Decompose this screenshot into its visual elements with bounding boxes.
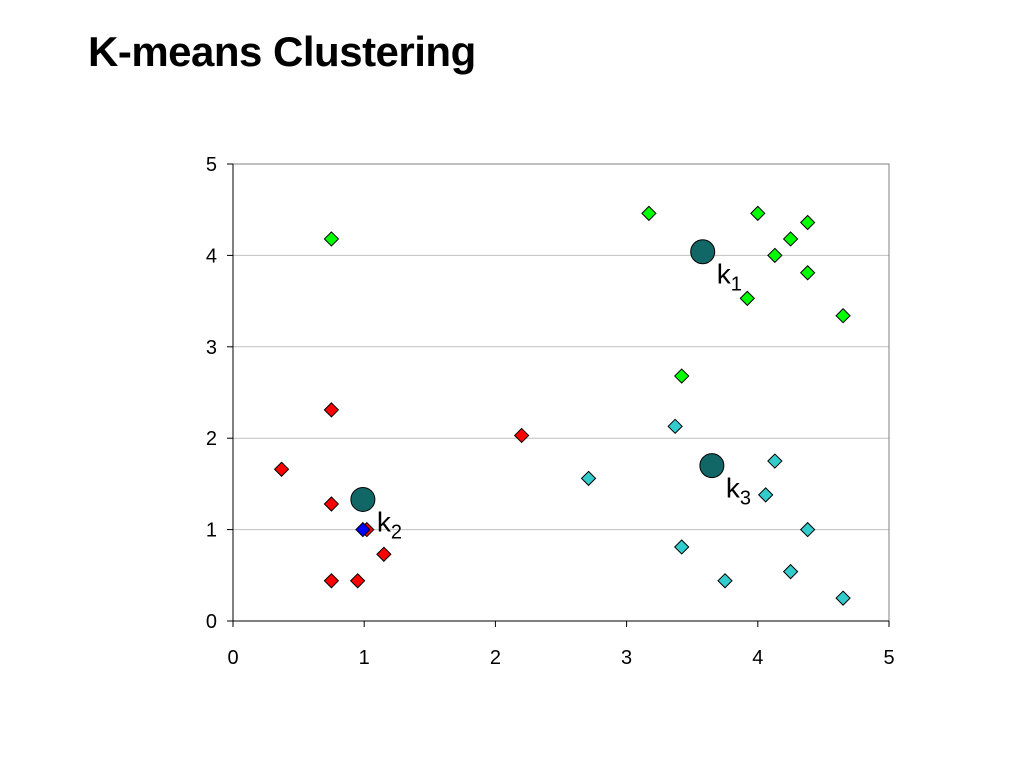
x-tick-label: 0: [227, 647, 238, 669]
centroid-label: k2: [377, 506, 402, 543]
data-point: [513, 427, 530, 444]
x-tick-label: 4: [752, 647, 763, 669]
data-point: [349, 573, 366, 589]
data-point: [835, 308, 851, 324]
data-point: [717, 573, 733, 589]
tick-labels: 0 1 2 3 4 5 0 1 2 3 4 5: [206, 154, 895, 669]
x-tick-label: 2: [490, 647, 501, 669]
data-point: [673, 539, 690, 555]
data-point: [799, 521, 816, 538]
y-tick-label: 5: [206, 154, 217, 176]
data-point: [323, 231, 340, 247]
data-point: [323, 496, 340, 512]
centroid-marker: [350, 486, 376, 512]
data-point: [767, 453, 783, 469]
data-point: [757, 487, 774, 503]
data-point: [782, 563, 799, 580]
data-point: [273, 461, 290, 477]
data-point: [323, 573, 340, 589]
y-tick-label: 1: [206, 520, 217, 542]
centroid-marker: [699, 453, 725, 479]
slide-title: K-means Clustering: [88, 28, 476, 75]
centroid-marker: [690, 239, 716, 265]
gridlines: [233, 254, 889, 531]
axes: [227, 163, 890, 627]
data-point: [376, 546, 392, 562]
data-point: [323, 402, 340, 418]
data-point: [750, 205, 766, 222]
x-tick-label: 3: [621, 647, 632, 669]
data-point: [673, 368, 690, 384]
centroid-label: k1: [717, 259, 742, 296]
data-point: [799, 265, 816, 281]
x-tick-label: 1: [359, 647, 370, 669]
y-tick-label: 3: [206, 337, 217, 359]
y-tick-label: 2: [206, 428, 217, 450]
data-point: [739, 290, 756, 307]
data-point: [667, 418, 683, 435]
data-point: [799, 214, 816, 231]
x-tick-label: 5: [883, 647, 894, 669]
data-point: [641, 205, 657, 222]
data-point: [835, 590, 851, 606]
data-point: [355, 521, 371, 538]
centroids: k1 k2 k3: [350, 239, 751, 543]
data-point: [782, 231, 799, 247]
centroid-label: k3: [726, 473, 751, 510]
y-tick-label: 0: [206, 611, 217, 633]
y-tick-label: 4: [206, 245, 217, 267]
data-points: [273, 205, 851, 606]
data-point: [767, 247, 783, 264]
data-point: [580, 470, 597, 487]
